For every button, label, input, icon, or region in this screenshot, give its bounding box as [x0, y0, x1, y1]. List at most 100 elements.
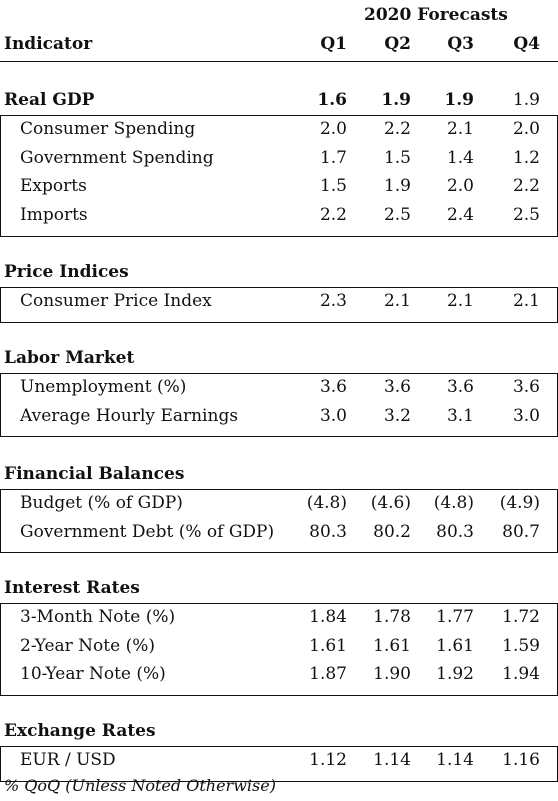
- table-cell: 80.3: [309, 521, 347, 542]
- section-value: 1.6: [317, 90, 347, 110]
- table-row-label: 2-Year Note (%): [20, 635, 155, 656]
- block-left-border: [0, 287, 1, 322]
- section-value: 1.9: [512, 90, 540, 110]
- table-cell: 1.59: [502, 635, 540, 656]
- block-left-border: [0, 115, 1, 236]
- block-bottom-rule: [0, 695, 558, 697]
- table-cell: (4.6): [370, 493, 411, 513]
- block-left-border: [0, 746, 1, 781]
- table-cell: 3.0: [319, 405, 347, 426]
- table-cell: 1.78: [373, 607, 411, 627]
- table-cell: 2.4: [446, 205, 474, 226]
- table-cell: (4.8): [306, 493, 347, 513]
- table-cell: 80.3: [436, 521, 474, 542]
- table-row-label: Consumer Spending: [20, 119, 196, 139]
- block-bottom-rule: [0, 780, 558, 782]
- block-bottom-rule: [0, 436, 558, 438]
- table-row-label: Exports: [20, 176, 87, 197]
- table-cell: 2.5: [512, 205, 540, 226]
- table-cell: 80.7: [502, 521, 540, 542]
- table-cell: 1.61: [373, 635, 411, 656]
- table-cell: 1.61: [309, 635, 347, 656]
- section-rule: [0, 603, 558, 604]
- table-cell: 2.2: [319, 205, 347, 226]
- block-bottom-rule: [0, 321, 558, 323]
- table-cell: 1.2: [512, 147, 540, 168]
- table-row-label: Budget (% of GDP): [20, 493, 183, 513]
- section-title: Financial Balances: [4, 464, 185, 484]
- table-cell: 1.61: [436, 635, 474, 656]
- block-left-border: [0, 489, 1, 553]
- table-cell: 2.2: [512, 176, 540, 197]
- table-cell: 1.16: [502, 750, 540, 770]
- table-row-label: Imports: [20, 205, 88, 226]
- table-cell: 1.87: [309, 664, 347, 685]
- table-cell: 2.0: [319, 119, 347, 139]
- table-cell: 2.5: [383, 205, 411, 226]
- table-row-label: 10-Year Note (%): [20, 664, 166, 685]
- table-cell: 1.7: [319, 147, 347, 168]
- table-row-label: Average Hourly Earnings: [20, 405, 239, 426]
- block-left-border: [0, 603, 1, 696]
- table-cell: 1.84: [309, 607, 347, 627]
- section-value: 1.9: [444, 90, 474, 110]
- table-cell: 1.72: [502, 607, 540, 627]
- block-bottom-rule: [0, 235, 558, 237]
- section-rule: [0, 489, 558, 490]
- table-cell: 2.1: [446, 119, 474, 139]
- section-title: Interest Rates: [4, 578, 140, 598]
- table-row-label: 3-Month Note (%): [20, 607, 176, 627]
- table-cell: 1.5: [319, 176, 347, 197]
- table-cell: 2.0: [446, 176, 474, 197]
- table-cell: 1.94: [502, 664, 540, 685]
- table-cell: 1.77: [436, 607, 474, 627]
- section-rule: [0, 115, 558, 116]
- section-title: Price Indices: [4, 262, 129, 282]
- section-title: Real GDP: [4, 90, 95, 110]
- quarter-header-q2: Q2: [384, 34, 411, 54]
- section-rule: [0, 373, 558, 374]
- table-cell: 3.1: [446, 405, 474, 426]
- table-cell: 2.3: [319, 291, 347, 311]
- table-cell: 1.14: [373, 750, 411, 770]
- quarter-header-q1: Q1: [320, 34, 347, 54]
- table-cell: 3.2: [383, 405, 411, 426]
- block-bottom-rule: [0, 552, 558, 554]
- table-cell: 2.2: [383, 119, 411, 139]
- indicator-header: Indicator: [4, 34, 93, 54]
- table-row-label: Government Spending: [20, 147, 214, 168]
- table-cell: 1.12: [309, 750, 347, 770]
- table-cell: 3.6: [446, 377, 474, 397]
- table-cell: 1.9: [383, 176, 411, 197]
- table-cell: 3.6: [383, 377, 411, 397]
- table-cell: 2.0: [512, 119, 540, 139]
- table-cell: 80.2: [373, 521, 411, 542]
- section-title: Exchange Rates: [4, 721, 156, 741]
- table-cell: 2.1: [512, 291, 540, 311]
- table-cell: 2.1: [446, 291, 474, 311]
- header-rule: [0, 61, 558, 62]
- table-cell: 1.5: [383, 147, 411, 168]
- table-row-label: Government Debt (% of GDP): [20, 521, 275, 542]
- table-cell: 1.4: [446, 147, 474, 168]
- table-cell: 2.1: [383, 291, 411, 311]
- section-value: 1.9: [381, 90, 411, 110]
- block-left-border: [0, 373, 1, 437]
- table-row-label: EUR / USD: [20, 750, 116, 770]
- table-cell: (4.9): [499, 493, 540, 513]
- table-cell: 3.6: [512, 377, 540, 397]
- section-rule: [0, 287, 558, 288]
- quarter-header-q4: Q4: [513, 34, 540, 54]
- table-cell: 3.0: [512, 405, 540, 426]
- footnote: % QoQ (Unless Noted Otherwise): [4, 776, 276, 795]
- table-row-label: Unemployment (%): [20, 377, 187, 397]
- table-cell: (4.8): [433, 493, 474, 513]
- section-title: Labor Market: [4, 348, 135, 368]
- table-cell: 1.90: [373, 664, 411, 685]
- table-cell: 3.6: [319, 377, 347, 397]
- section-rule: [0, 746, 558, 747]
- table-cell: 1.92: [436, 664, 474, 685]
- table-cell: 1.14: [436, 750, 474, 770]
- table-row-label: Consumer Price Index: [20, 291, 212, 311]
